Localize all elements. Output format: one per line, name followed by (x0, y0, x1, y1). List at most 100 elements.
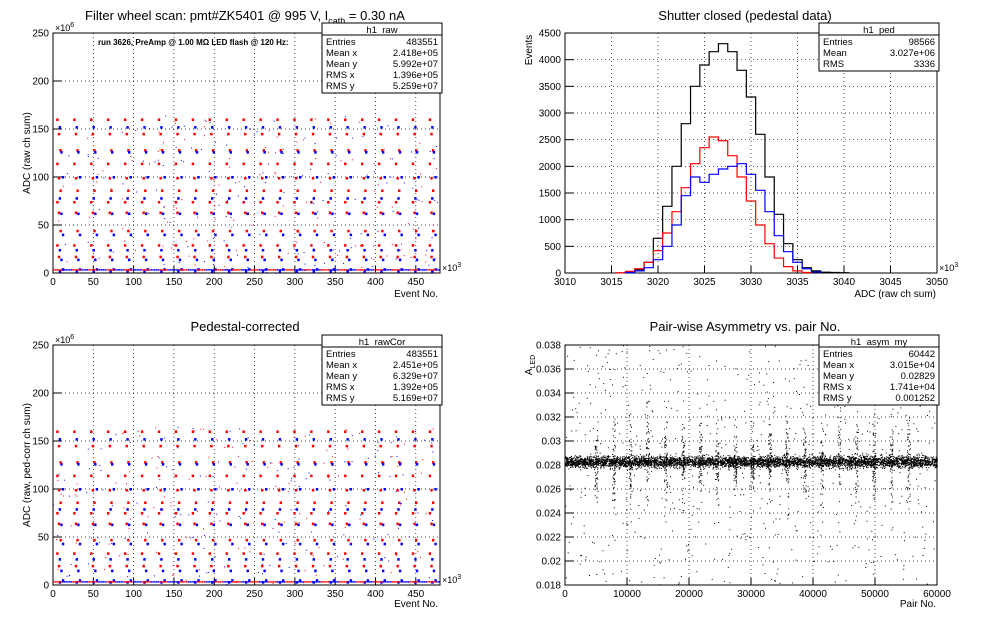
event-mark (332, 542, 336, 546)
baseline-mark (141, 581, 144, 583)
event-mark (381, 569, 385, 573)
event-mark (365, 523, 368, 527)
event-mark (111, 463, 114, 466)
baseline-mark (92, 269, 94, 271)
event-mark (281, 488, 285, 491)
baseline-mark (171, 581, 174, 583)
stray-event-mark (57, 535, 59, 537)
event-mark (227, 211, 230, 215)
baseline-mark (283, 581, 286, 583)
event-mark (108, 176, 112, 180)
event-mark (211, 501, 215, 505)
stray-event-mark (302, 175, 304, 177)
baseline-mark (99, 581, 101, 583)
baseline-mark (225, 581, 227, 583)
event-mark (277, 132, 281, 136)
baseline-mark (54, 581, 57, 583)
baseline-mark (386, 269, 388, 271)
stray-event-mark (225, 216, 227, 218)
stray-event-mark (212, 237, 214, 239)
event-mark (144, 461, 147, 464)
event-mark (330, 149, 333, 152)
stray-event-mark (294, 543, 296, 545)
stray-event-mark (268, 130, 270, 132)
baseline-mark (53, 269, 55, 271)
event-mark (398, 212, 402, 216)
event-mark (380, 270, 383, 273)
event-mark (244, 522, 247, 526)
chart-title-tail: = 0.30 nA (345, 8, 405, 23)
stray-event-mark (187, 246, 189, 248)
stray-event-mark (156, 467, 158, 469)
baseline-mark (418, 269, 420, 271)
event-mark (294, 444, 298, 448)
event-mark (228, 501, 232, 505)
event-mark (94, 463, 97, 466)
baseline-mark (271, 581, 273, 583)
baseline-mark (138, 269, 140, 271)
event-mark (417, 176, 420, 179)
baseline-mark (352, 269, 355, 271)
event-mark (60, 212, 63, 216)
chart-title-main: Filter wheel scan: pmt#ZK5401 @ 995 V, I (85, 8, 328, 23)
x-tick-label: 350 (327, 277, 344, 288)
stray-event-mark (159, 479, 161, 481)
baseline-mark (400, 581, 403, 583)
baseline-mark (134, 581, 137, 583)
event-mark (212, 569, 216, 573)
event-mark (315, 488, 319, 491)
stray-event-mark (287, 252, 289, 254)
stray-event-mark (177, 426, 179, 428)
baseline-mark (100, 581, 103, 583)
stats-key: Entries (823, 37, 853, 48)
stats-key: Mean x (326, 48, 357, 59)
event-mark (146, 579, 149, 582)
stray-event-mark (317, 217, 319, 219)
event-mark (159, 255, 162, 259)
baseline-mark (393, 269, 396, 271)
event-mark (194, 538, 198, 542)
baseline-mark (281, 269, 284, 271)
event-mark (211, 197, 214, 200)
event-mark (193, 176, 196, 180)
baseline-mark (109, 581, 112, 583)
stray-event-mark (293, 466, 295, 468)
event-mark (365, 212, 368, 216)
y-axis-multiplier: ×106 (55, 334, 74, 345)
event-mark (58, 558, 62, 561)
event-mark (279, 229, 282, 233)
event-mark (160, 248, 163, 252)
event-mark (244, 132, 247, 136)
event-mark (244, 197, 248, 200)
baseline-mark (61, 269, 64, 271)
stats-box-name: h1_rawCor (359, 337, 405, 348)
baseline-mark (74, 581, 76, 583)
baseline-mark (365, 269, 367, 271)
event-mark (294, 255, 298, 259)
baseline-mark (303, 269, 305, 271)
baseline-mark (267, 269, 270, 271)
stray-event-mark (384, 557, 386, 559)
y-tick-label: 0 (555, 269, 561, 280)
event-mark (363, 197, 366, 200)
x-tick-label: 150 (166, 589, 183, 600)
baseline-mark (157, 581, 160, 583)
stray-event-mark (136, 191, 138, 193)
baseline-mark (115, 581, 117, 583)
event-mark (161, 229, 164, 233)
event-mark (146, 233, 149, 237)
stray-event-mark (136, 502, 138, 504)
baseline-mark (193, 269, 195, 271)
event-mark (159, 132, 162, 136)
event-mark (246, 569, 249, 573)
stray-event-mark (313, 202, 315, 204)
x-tick-label: 300 (287, 277, 304, 288)
event-mark (261, 248, 265, 252)
event-mark (177, 508, 180, 511)
event-mark (417, 579, 420, 582)
event-mark (191, 200, 195, 204)
event-mark (279, 189, 282, 193)
event-mark (296, 189, 299, 193)
event-mark (294, 176, 298, 180)
